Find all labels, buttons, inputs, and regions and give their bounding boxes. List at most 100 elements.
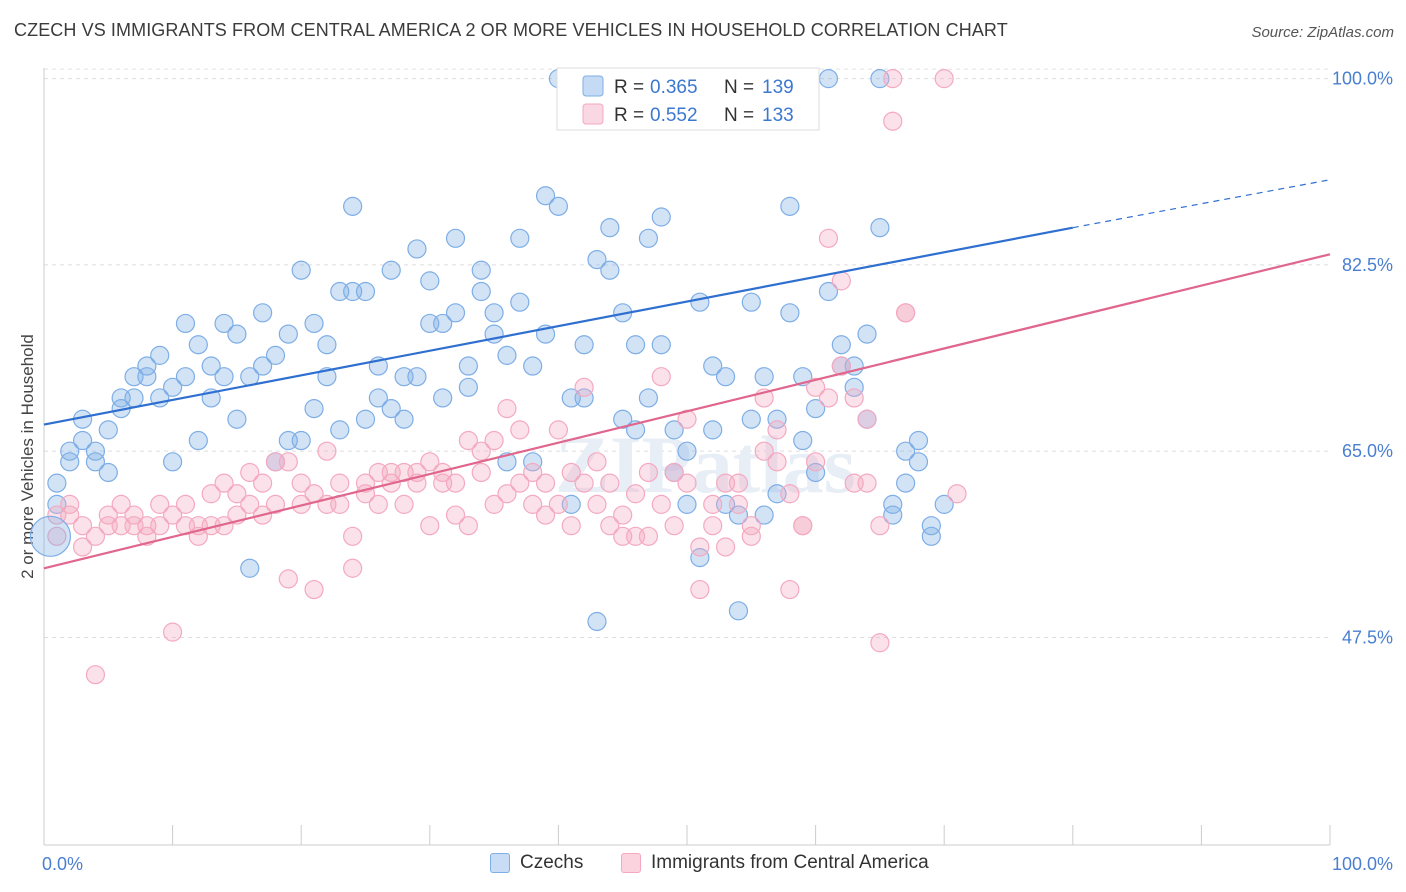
czechs-point [754, 367, 774, 387]
czechs-point [137, 367, 157, 387]
czechs-point [574, 388, 594, 408]
central-america-point [677, 473, 697, 493]
central-america-point [214, 473, 234, 493]
czechs-point [201, 356, 221, 376]
central-america-point [343, 526, 363, 546]
czechs-point [587, 249, 607, 270]
central-america-point [484, 430, 504, 451]
central-america-point [831, 356, 851, 376]
central-america-point [72, 516, 93, 536]
stats-n-label: N = [724, 105, 754, 126]
czechs-point [651, 335, 671, 355]
central-america-point [690, 579, 710, 600]
central-america-point [497, 399, 517, 419]
czechs-point [638, 388, 659, 408]
central-america-point [111, 494, 131, 514]
central-america-point [561, 516, 581, 536]
czechs-point [896, 441, 916, 461]
czechs-point [29, 515, 72, 557]
czechs-point [896, 473, 916, 493]
czechs-point [355, 281, 376, 302]
central-america-point [150, 494, 170, 514]
stats-r-value: 0.365 [650, 77, 698, 98]
czechs-point [883, 494, 903, 514]
central-america-point [278, 452, 298, 472]
central-america-point [741, 526, 761, 546]
central-america-point [600, 473, 620, 493]
czechs-point [60, 441, 80, 461]
central-america-point [227, 484, 247, 504]
czechs-point [175, 367, 196, 387]
central-america-point [368, 494, 388, 514]
czechs-point [407, 367, 427, 387]
stats-swatch [582, 103, 604, 125]
czechs-point [291, 430, 311, 451]
central-america-point [163, 505, 183, 525]
central-america-point [934, 69, 954, 89]
central-america-point [548, 420, 569, 440]
central-america-point [240, 462, 260, 483]
x-tick-label: 100.0% [1332, 854, 1393, 874]
central-america-point [947, 484, 967, 504]
czechs-point [381, 260, 401, 280]
czechs-point [651, 207, 671, 227]
central-america-point [535, 473, 556, 493]
czechs-point [831, 335, 851, 355]
legend-item-czechs[interactable]: Czechs [490, 852, 583, 874]
czechs-point [163, 452, 183, 472]
chart-title: CZECH VS IMMIGRANTS FROM CENTRAL AMERICA… [14, 20, 1008, 40]
czechs-point [883, 505, 903, 525]
legend-item-central-america[interactable]: Immigrants from Central America [621, 852, 929, 874]
czechs-point [818, 69, 839, 89]
central-america-point [317, 441, 337, 461]
czechs-point [445, 228, 466, 248]
central-america-point [780, 579, 800, 600]
central-america-point [703, 516, 723, 536]
central-america-point [818, 228, 839, 248]
czechs-point [690, 292, 710, 312]
czechs-point [510, 292, 530, 312]
czechs-point [265, 345, 286, 365]
czechs-trend-extension [1072, 179, 1331, 229]
central-america-point [304, 579, 324, 600]
central-america-point [587, 452, 607, 472]
central-america-point [47, 526, 67, 546]
czechs-point [677, 494, 697, 514]
central-america-point [844, 388, 864, 408]
czechs-point [921, 516, 941, 536]
central-america-point [896, 303, 916, 323]
source-label: Source: ZipAtlas.com [1251, 24, 1394, 41]
czechs-point [137, 356, 157, 376]
central-america-point [767, 452, 787, 472]
central-america-point [445, 505, 466, 525]
czechs-point [60, 452, 80, 472]
central-america-point [72, 537, 93, 557]
czechs-point [600, 260, 620, 280]
central-america-point [265, 494, 286, 514]
czechs-point [818, 281, 839, 302]
czechs-point [471, 281, 491, 302]
czechs-point [317, 335, 337, 355]
central-america-point [394, 494, 414, 514]
czechs-point [98, 420, 118, 440]
central-america-point [690, 537, 710, 557]
czechs-point [934, 494, 954, 514]
czechs-point [728, 505, 749, 525]
central-america-point [715, 537, 736, 557]
y-tick-label: 47.5% [1342, 627, 1393, 647]
czechs-point [214, 367, 234, 387]
central-america-point [420, 452, 440, 472]
central-america-point [510, 473, 530, 493]
czechs-point [908, 430, 929, 451]
czechs-point [381, 399, 401, 419]
bottom-legend: Czechs Immigrants from Central America [0, 850, 1406, 880]
central-america-point [664, 462, 684, 483]
czechs-point [445, 303, 466, 323]
central-america-point [754, 441, 774, 461]
central-america-point [137, 526, 157, 546]
central-america-point [651, 367, 671, 387]
czechs-point [471, 260, 491, 280]
czechs-point [240, 558, 260, 578]
central-america-point [420, 516, 440, 536]
czechs-point [433, 388, 453, 408]
